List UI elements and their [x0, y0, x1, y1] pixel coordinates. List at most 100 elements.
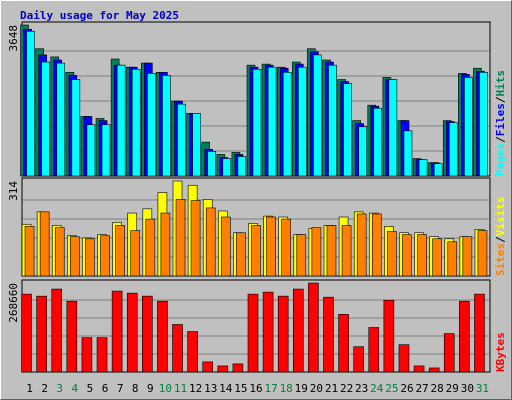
bar	[71, 79, 81, 177]
bar	[417, 234, 427, 277]
x-tick-label: 17	[264, 382, 277, 395]
bar	[448, 122, 458, 177]
bar	[262, 291, 274, 373]
bar	[96, 337, 108, 373]
bar	[66, 300, 78, 373]
x-tick-label: 11	[174, 382, 187, 395]
x-tick-label: 28	[431, 382, 444, 395]
chart-title: Daily usage for May 2025	[20, 9, 179, 22]
bar	[252, 68, 262, 177]
x-tick-label: 6	[102, 382, 109, 395]
bar	[443, 333, 455, 373]
bar	[338, 314, 349, 373]
x-tick-label: 23	[355, 382, 368, 395]
bar	[403, 130, 413, 177]
bar	[462, 236, 473, 277]
bar	[474, 293, 485, 373]
legend-entry: KBytes	[494, 332, 507, 372]
bar	[296, 234, 307, 277]
x-tick-label: 3	[56, 382, 63, 395]
bar	[447, 241, 458, 277]
bar	[237, 156, 247, 177]
bar	[21, 293, 32, 373]
bar	[297, 66, 307, 177]
x-tick-label: 26	[400, 382, 413, 395]
bar	[311, 227, 322, 277]
bar	[217, 365, 229, 373]
bar	[147, 73, 156, 177]
bar	[282, 72, 292, 177]
x-tick-label: 5	[87, 382, 94, 395]
y-tick-label: 314	[7, 181, 20, 201]
bar	[398, 344, 410, 373]
bar	[477, 230, 488, 277]
bar	[142, 295, 153, 373]
bar	[115, 225, 125, 277]
bar	[387, 231, 397, 277]
legend: Sites/Visits	[494, 197, 507, 277]
legend-entry: Pages	[494, 143, 507, 176]
bar	[388, 79, 398, 177]
bar	[479, 72, 488, 177]
bar	[81, 337, 93, 373]
bar	[251, 225, 261, 277]
bar	[36, 295, 47, 373]
legend-entry: Visits	[494, 197, 507, 237]
bar	[54, 227, 65, 277]
bar	[39, 211, 50, 277]
bar	[353, 346, 364, 373]
bar	[267, 66, 277, 177]
bar	[100, 235, 110, 277]
bar	[202, 361, 214, 373]
bar	[70, 236, 80, 277]
bar	[236, 232, 246, 277]
legend-separator: /	[494, 96, 507, 103]
bar	[323, 296, 334, 373]
bar	[131, 68, 141, 177]
x-tick-label: 1	[26, 382, 33, 395]
legend-entry: Sites	[494, 243, 507, 276]
x-tick-label: 27	[415, 382, 428, 395]
x-tick-label: 19	[295, 382, 308, 395]
x-tick-label: 21	[325, 382, 338, 395]
bar	[160, 212, 171, 277]
bar	[126, 292, 138, 373]
bar	[247, 293, 259, 373]
bar	[221, 216, 231, 277]
x-tick-label: 31	[476, 382, 489, 395]
bar	[192, 113, 201, 177]
x-tick-label: 8	[132, 382, 139, 395]
bar	[402, 234, 412, 277]
legend: KBytes	[494, 332, 507, 372]
x-tick-label: 18	[280, 382, 293, 395]
bar	[292, 288, 304, 373]
x-tick-label: 14	[219, 382, 233, 395]
x-tick-label: 2	[41, 382, 48, 395]
bar	[207, 151, 217, 177]
bar	[266, 216, 276, 277]
bar	[277, 295, 289, 373]
legend-entry: Hits	[494, 70, 507, 97]
bar	[432, 238, 442, 277]
bar	[41, 61, 50, 177]
x-tick-label: 13	[204, 382, 217, 395]
bar	[459, 300, 470, 373]
bar	[371, 213, 382, 277]
bar	[313, 54, 322, 177]
bar	[187, 331, 198, 373]
bar	[24, 226, 35, 277]
bar	[418, 159, 428, 177]
bar	[232, 363, 244, 373]
bar	[145, 218, 156, 277]
x-tick-label: 20	[310, 382, 323, 395]
bar	[101, 124, 111, 177]
bar	[116, 64, 126, 177]
bar	[111, 290, 123, 373]
bar	[383, 299, 395, 373]
bar	[130, 230, 141, 277]
bar	[358, 126, 367, 177]
legend-separator: /	[494, 236, 507, 243]
bar	[85, 238, 95, 277]
x-tick-label: 30	[461, 382, 474, 395]
legend: Pages/Files/Hits	[494, 70, 507, 176]
